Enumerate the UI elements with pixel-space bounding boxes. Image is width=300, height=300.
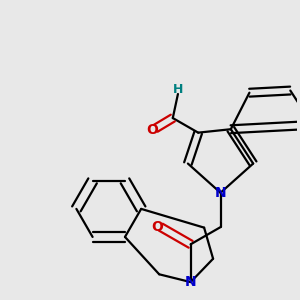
Text: O: O (147, 123, 159, 137)
Text: N: N (215, 186, 226, 200)
Text: N: N (185, 275, 197, 289)
Text: H: H (173, 82, 183, 96)
Text: O: O (151, 220, 163, 234)
